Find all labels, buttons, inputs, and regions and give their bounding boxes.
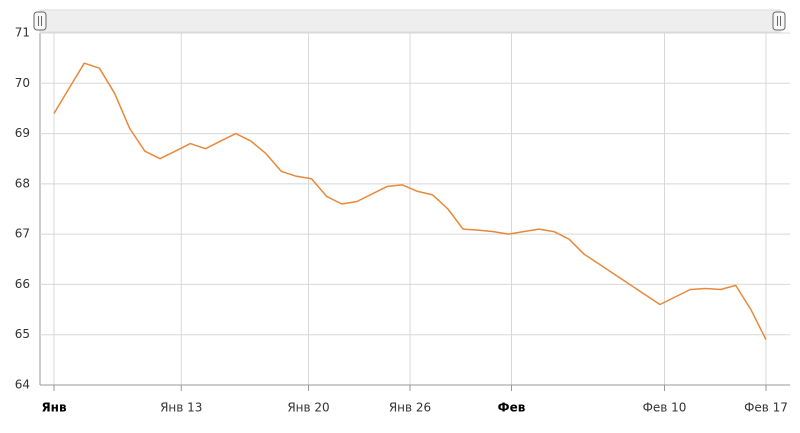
- x-tick-label: Янв 20: [287, 401, 329, 415]
- x-tick-label: Фев 17: [744, 401, 788, 415]
- y-tick-label: 66: [15, 277, 30, 291]
- navigator[interactable]: [33, 9, 786, 33]
- y-tick-label: 69: [15, 126, 30, 140]
- y-tick-label: 67: [15, 227, 30, 241]
- y-tick-label: 64: [15, 378, 30, 392]
- navigator-track[interactable]: [39, 9, 781, 33]
- line-series: [53, 62, 767, 341]
- x-tick-label: Фев: [498, 401, 526, 415]
- x-tick-label: Янв 26: [389, 401, 431, 415]
- y-tick-label: 65: [15, 327, 30, 341]
- y-tick-label: 70: [15, 76, 30, 90]
- y-tick-label: 71: [15, 26, 30, 40]
- y-tick-label: 68: [15, 176, 30, 190]
- x-tick-label: Фев 10: [643, 401, 687, 415]
- x-tick-label: Янв: [41, 401, 67, 415]
- x-tick-label: Янв 13: [160, 401, 202, 415]
- navigator-handle-right[interactable]: [772, 11, 786, 31]
- navigator-handle-left[interactable]: [33, 11, 47, 31]
